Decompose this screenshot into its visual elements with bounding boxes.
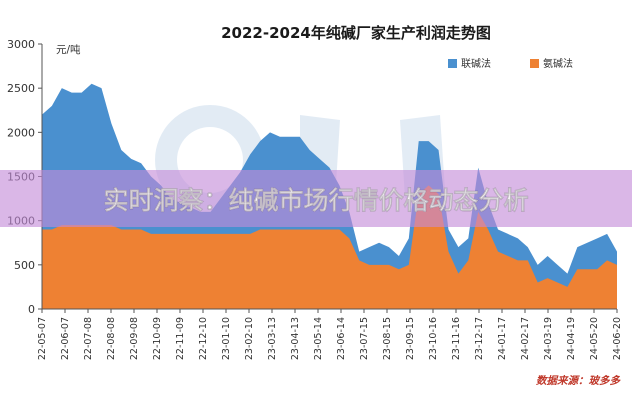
banner-headline: 实时洞察：纯碱市场行情价格动态分析 [103,186,528,215]
x-tick-label: 24-05-20 [589,317,600,360]
x-tick-label: 24-03-19 [543,317,554,360]
x-tick-label: 24-04-19 [566,317,577,360]
legend: 联碱法 氨碱法 [448,57,573,70]
x-tick-label: 22-10-09 [152,317,163,360]
x-axis: 22-05-07 22-06-07 22-07-08 22-08-08 22-09-08… [37,308,623,360]
legend-swatch-lianjian [448,59,457,68]
y-tick-label: 2000 [7,126,35,139]
headline-banner: 实时洞察：纯碱市场行情价格动态分析 [0,170,632,227]
legend-label-anjian: 氨碱法 [543,57,573,70]
x-tick-label: 23-06-14 [336,317,347,360]
x-tick-label: 22-09-08 [129,317,140,360]
y-tick-label: 2500 [7,82,35,95]
x-tick-label: 22-07-08 [83,317,94,360]
y-tick-label: 0 [28,303,35,316]
x-tick-label: 24-01-17 [497,317,508,360]
x-tick-label: 24-02-17 [520,317,531,360]
x-tick-label: 23-02-10 [244,317,255,360]
data-source-note: 数据来源：玻多多 [536,374,621,387]
y-tick-label: 500 [14,259,35,272]
x-tick-label: 23-04-13 [290,317,301,360]
chart-title: 2022-2024年纯碱厂家生产利润走势图 [221,24,491,42]
y-tick-label: 3000 [7,38,35,51]
legend-label-lianjian: 联碱法 [461,57,491,70]
legend-swatch-anjian [530,59,539,68]
x-tick-label: 23-05-14 [313,317,324,360]
x-tick-label: 22-11-09 [175,317,186,360]
x-tick-label: 23-12-17 [474,317,485,360]
x-tick-label: 23-07-15 [359,317,370,360]
x-tick-label: 23-09-15 [405,317,416,360]
x-tick-label: 23-03-13 [267,317,278,360]
x-tick-label: 23-01-10 [221,317,232,360]
x-tick-label: 23-11-16 [451,317,462,360]
x-tick-label: 24-06-20 [612,317,623,360]
x-tick-label: 22-12-10 [198,317,209,360]
x-tick-label: 22-08-08 [106,317,117,360]
x-tick-label: 22-06-07 [60,317,71,360]
y-unit-label: 元/吨 [56,43,81,56]
x-tick-label: 23-08-15 [382,317,393,360]
x-tick-label: 22-05-07 [37,317,48,360]
x-tick-label: 23-10-16 [428,317,439,360]
series-area-anjian [42,185,617,309]
